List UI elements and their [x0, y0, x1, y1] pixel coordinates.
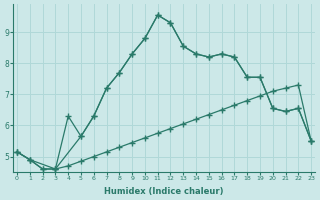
X-axis label: Humidex (Indice chaleur): Humidex (Indice chaleur) — [104, 187, 224, 196]
